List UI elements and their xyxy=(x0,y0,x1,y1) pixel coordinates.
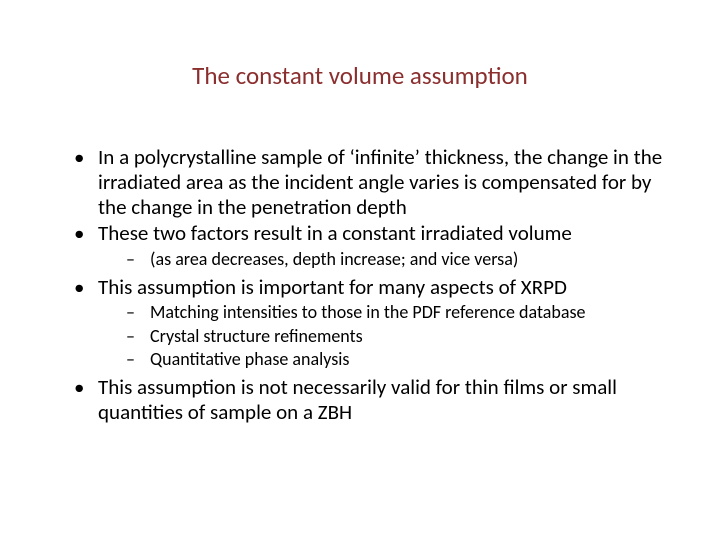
sub-bullet-text: Quantitative phase analysis xyxy=(150,348,349,370)
slide-title: The constant volume assumption xyxy=(120,60,600,91)
bullet-text: These two factors result in a constant i… xyxy=(98,220,572,246)
slide: The constant volume assumption In a poly… xyxy=(0,0,720,540)
sub-bullet-item: Quantitative phase analysis xyxy=(124,348,670,371)
bullet-text: This assumption is important for many as… xyxy=(98,274,567,300)
bullet-item: In a polycrystalline sample of ‘infinite… xyxy=(70,145,670,219)
bullet-text: In a polycrystalline sample of ‘infinite… xyxy=(98,144,662,220)
sub-bullet-item: Crystal structure refinements xyxy=(124,325,670,348)
sub-bullet-list: (as area decreases, depth increase; and … xyxy=(98,248,670,271)
sub-bullet-text: Matching intensities to those in the PDF… xyxy=(150,301,585,323)
bullet-item: These two factors result in a constant i… xyxy=(70,221,670,270)
bullet-text: This assumption is not necessarily valid… xyxy=(98,374,617,425)
sub-bullet-item: (as area decreases, depth increase; and … xyxy=(124,248,670,271)
sub-bullet-text: Crystal structure refinements xyxy=(150,325,363,347)
sub-bullet-text: (as area decreases, depth increase; and … xyxy=(150,248,518,270)
bullet-item: This assumption is not necessarily valid… xyxy=(70,375,670,425)
sub-bullet-item: Matching intensities to those in the PDF… xyxy=(124,301,670,324)
bullet-list: In a polycrystalline sample of ‘infinite… xyxy=(50,145,670,424)
bullet-item: This assumption is important for many as… xyxy=(70,275,670,371)
sub-bullet-list: Matching intensities to those in the PDF… xyxy=(98,301,670,371)
